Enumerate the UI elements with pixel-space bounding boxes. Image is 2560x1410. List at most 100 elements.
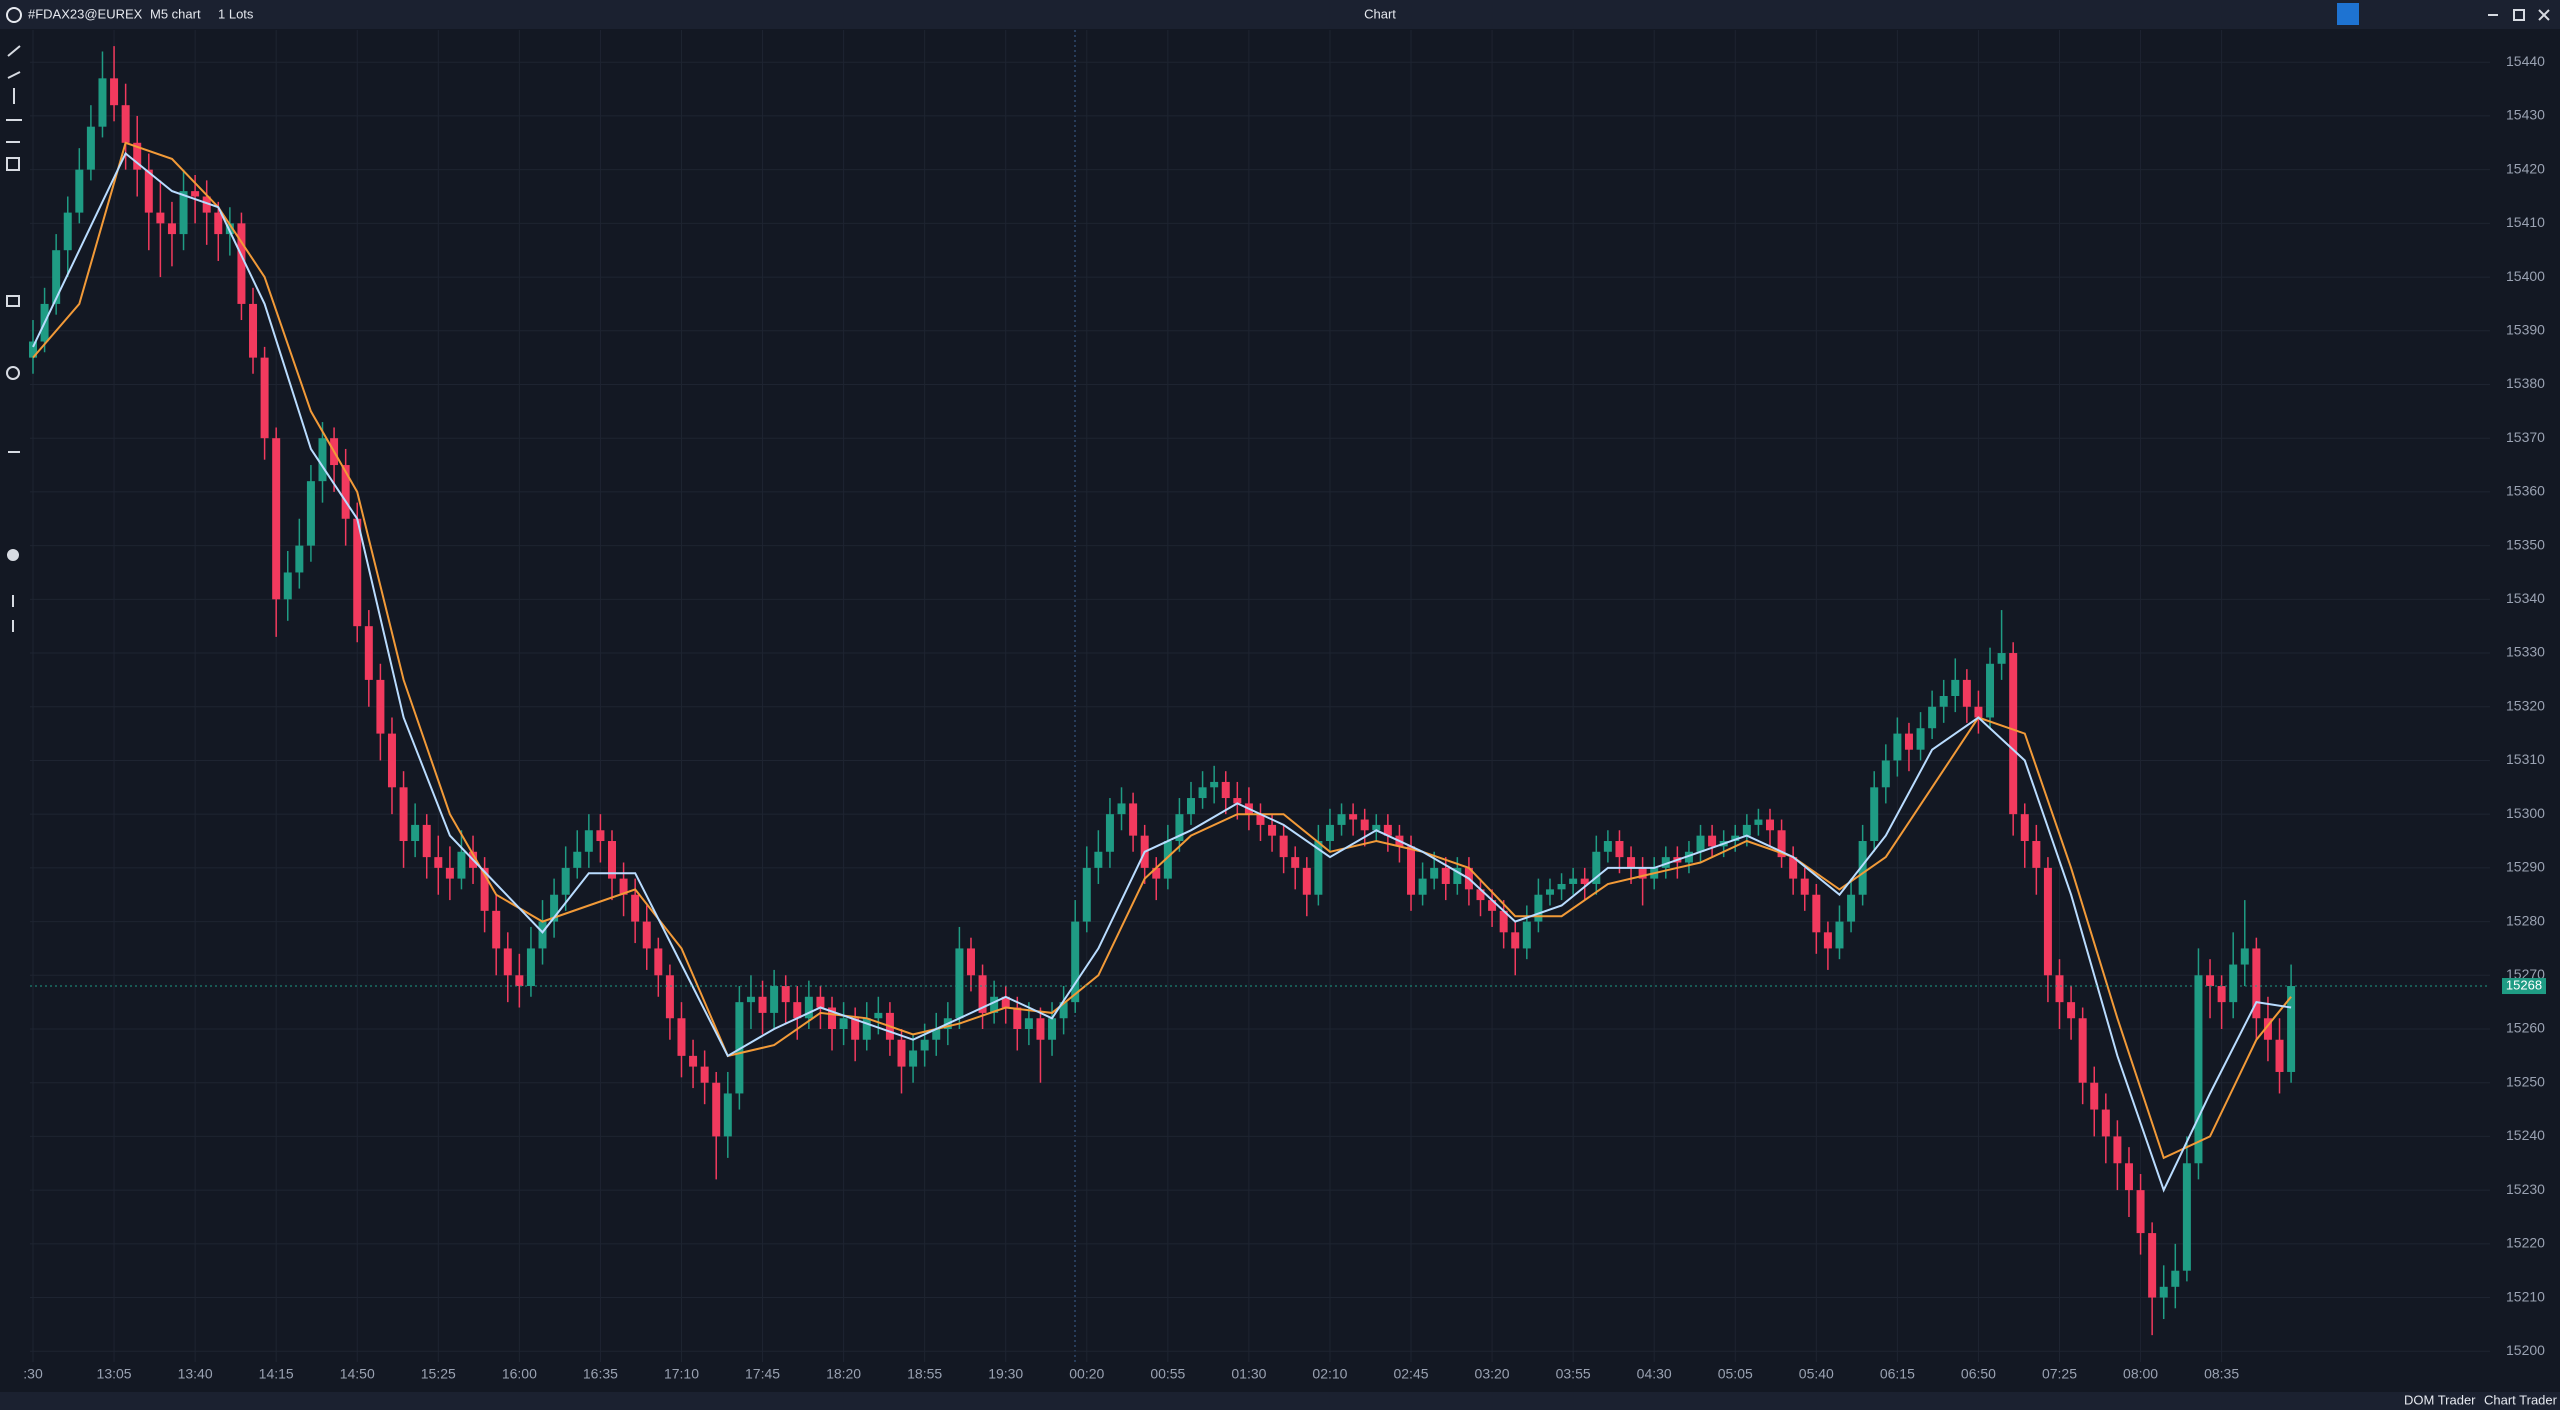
candle-body [828, 1007, 837, 1029]
candle-body [955, 948, 964, 1019]
screenshot-button[interactable] [2337, 3, 2359, 25]
candle-body [457, 851, 466, 879]
candle-body [422, 824, 431, 858]
candle-body [1696, 835, 1705, 852]
candle-body [515, 975, 524, 987]
candle-body [2101, 1109, 2110, 1137]
candle-body [156, 212, 165, 224]
candle-body [492, 910, 501, 949]
candle-body [1777, 830, 1786, 858]
candle-body [1708, 835, 1717, 847]
candle-body [1129, 803, 1138, 836]
y-tick-label: 15420 [2506, 160, 2545, 176]
y-tick-label: 15440 [2506, 53, 2545, 69]
candle-body [677, 1018, 686, 1056]
candle-body [1789, 857, 1798, 879]
candle-body [619, 878, 628, 895]
candle-body [1360, 819, 1369, 831]
candle-body [1383, 824, 1392, 836]
y-tick-label: 15320 [2506, 697, 2545, 713]
candle-body [584, 830, 593, 852]
x-tick-label: 19:30 [988, 1366, 1023, 1382]
y-tick-label: 15330 [2506, 644, 2545, 660]
window-title: Chart [1364, 6, 1396, 21]
candle-body [376, 679, 385, 734]
candle-body [2159, 1286, 2168, 1298]
candle-body [295, 545, 304, 573]
candle-body [318, 438, 327, 482]
candle-body [144, 169, 153, 213]
candle-body [1754, 819, 1763, 825]
axis-bg [2490, 30, 2560, 1362]
candle-body [2263, 1018, 2272, 1040]
x-tick-label: 03:55 [1556, 1366, 1591, 1382]
candle-body [1939, 696, 1948, 707]
candle-body [2009, 653, 2018, 815]
candle-body [665, 975, 674, 1019]
candle-body [596, 830, 605, 842]
candle-body [1499, 910, 1508, 933]
candle-body [1488, 900, 1497, 911]
window-controls[interactable] [2488, 9, 2550, 21]
candle-body [260, 357, 269, 439]
candle-body [816, 996, 825, 1008]
chart-trader[interactable]: Chart Trader [2484, 1392, 2558, 1407]
x-tick-label: 18:20 [826, 1366, 861, 1382]
toolbar-bg [0, 0, 2560, 29]
candle-body [387, 733, 396, 788]
candle-body [75, 169, 84, 213]
candle-body [1742, 824, 1751, 836]
y-tick-label: 15200 [2506, 1342, 2545, 1358]
candle-body [2067, 1002, 2076, 1019]
symbol[interactable]: #FDAX23@EUREX [28, 6, 143, 21]
candle-body [1684, 851, 1693, 863]
candle-body [932, 1029, 941, 1040]
logo [6, 7, 22, 23]
candle-body [411, 824, 420, 842]
x-tick-label: 02:45 [1393, 1366, 1428, 1382]
candle-body [2229, 964, 2238, 1003]
candle-body [1603, 841, 1612, 852]
candle-body [538, 921, 547, 949]
lots[interactable]: 1 Lots [218, 6, 254, 21]
y-tick-label: 15210 [2506, 1288, 2545, 1304]
candle-body [1812, 894, 1821, 933]
candle-body [1881, 760, 1890, 788]
moving-average [32, 151, 2292, 1193]
candle-body [110, 78, 119, 106]
candle-body [1430, 867, 1439, 879]
candle-body [1024, 1018, 1033, 1029]
candle-body [1592, 851, 1601, 884]
candle-body [851, 1018, 860, 1040]
timeframe[interactable]: M5 chart [150, 6, 201, 21]
candle-body [1210, 781, 1219, 788]
candle-body [2043, 867, 2052, 976]
candle-body [990, 996, 999, 1013]
candle-body [1835, 921, 1844, 949]
candle-body [1325, 824, 1334, 842]
candle-body [2171, 1270, 2180, 1287]
candle-body [862, 1018, 871, 1040]
x-tick-label: 13:40 [178, 1366, 213, 1382]
candle-body [1407, 846, 1416, 895]
candle-body [364, 626, 373, 680]
candle-body [1441, 867, 1450, 884]
candle-body [758, 996, 767, 1013]
candle-body [1823, 932, 1832, 949]
candle-body [723, 1093, 732, 1137]
candle-body [1175, 814, 1184, 842]
candle-body [1847, 894, 1856, 922]
candle-body [712, 1082, 721, 1137]
candle-body [341, 465, 350, 519]
candle-body [1974, 706, 1983, 718]
candle-body [1337, 814, 1346, 825]
drawing-toolbar[interactable] [6, 45, 22, 632]
dom-trader[interactable]: DOM Trader [2404, 1392, 2476, 1407]
candle-body [133, 142, 142, 170]
candle-body [920, 1039, 929, 1051]
candle-body [897, 1039, 906, 1067]
candle-body [1094, 851, 1103, 868]
candle-body [700, 1066, 709, 1083]
candle-body [735, 1002, 744, 1094]
